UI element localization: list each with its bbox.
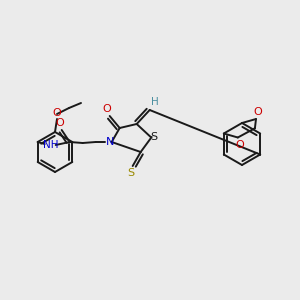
Text: O: O bbox=[102, 104, 111, 114]
Text: S: S bbox=[150, 132, 157, 142]
Text: N: N bbox=[106, 137, 114, 147]
Text: H: H bbox=[151, 97, 159, 107]
Text: O: O bbox=[55, 118, 64, 128]
Text: O: O bbox=[236, 140, 244, 149]
Text: S: S bbox=[127, 168, 134, 178]
Text: O: O bbox=[52, 108, 62, 118]
Text: O: O bbox=[254, 107, 262, 117]
Text: NH: NH bbox=[43, 140, 58, 150]
